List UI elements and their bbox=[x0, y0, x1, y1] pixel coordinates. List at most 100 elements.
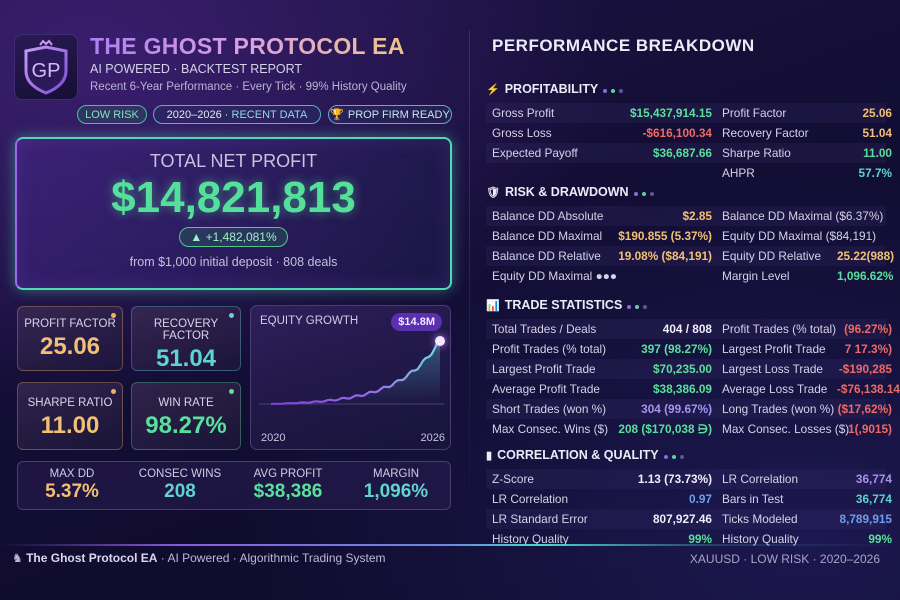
stat-label: Z-Score bbox=[492, 472, 534, 486]
stat-label: LR Standard Error bbox=[492, 512, 588, 526]
net-profit-card: TOTAL NET PROFIT $14,821,813 ▲ +1,482,08… bbox=[15, 137, 452, 290]
stat-label: Balance DD Maximal ($6.37%) bbox=[722, 209, 884, 223]
tagline: Recent 6-Year Performance · Every Tick ·… bbox=[90, 81, 407, 93]
status-dot bbox=[111, 389, 116, 394]
equity-badge: $14.8M bbox=[391, 313, 442, 331]
kpi-value: 11.00 bbox=[40, 412, 100, 439]
status-dot bbox=[111, 313, 116, 318]
stat-label: AHPR bbox=[722, 166, 755, 180]
stat-label: Expected Payoff bbox=[492, 146, 578, 160]
stats-row: LR Correlation 0.97 Bars in Test 36,774 bbox=[486, 489, 892, 509]
column-chart-icon: ▮ bbox=[486, 449, 493, 462]
subtitle: AI POWERED · BACKTEST REPORT bbox=[90, 62, 303, 76]
bar-chart-icon: 📊 bbox=[486, 299, 500, 312]
summary-value: 208 bbox=[164, 481, 196, 502]
stats-table: Balance DD Absolute $2.85 Balance DD Maxim… bbox=[486, 206, 894, 286]
section-title: PROFITABILITY bbox=[504, 82, 599, 96]
section-header: ▮ CORRELATION & QUALITY bbox=[486, 445, 886, 465]
stat-value: $70,235.00 bbox=[652, 362, 712, 376]
stats-row: Gross Loss -$616,100.34 Recovery Factor 51.… bbox=[486, 123, 892, 143]
kpi-label: RECOVERY FACTOR bbox=[153, 318, 219, 342]
stats-row: Short Trades (won %) 304 (99.67%) Long Tra… bbox=[486, 399, 892, 419]
stat-value: 304 (99.67%) bbox=[641, 402, 712, 416]
summary-value: $38,386 bbox=[253, 481, 323, 502]
stats-row: History Quality 99% History Quality 99% bbox=[486, 529, 892, 549]
stat-value: 7 17.3%) bbox=[844, 342, 892, 356]
stat-value: 36,774 bbox=[855, 472, 892, 486]
stat-value: 57.7% bbox=[858, 166, 892, 180]
decorative-dots bbox=[663, 448, 688, 462]
stat-value: 51.04 bbox=[862, 126, 892, 140]
badge-label: RECENT DATA bbox=[231, 108, 308, 121]
section-title: RISK & DRAWDOWN bbox=[504, 185, 629, 199]
kpi-value: 98.27% bbox=[145, 412, 227, 439]
stats-row: Gross Profit $15,437,914.15 Profit Factor 2… bbox=[486, 103, 892, 123]
stat-value: 11.00 bbox=[863, 146, 892, 160]
deposit-note: from $1,000 initial deposit · 808 deals bbox=[129, 255, 338, 269]
stats-row: Average Profit Trade $38,386.09 Average Lo… bbox=[486, 379, 900, 399]
footer-divider bbox=[0, 544, 900, 546]
kpi-card-sharpe-ratio: SHARPE RATIO 11.00 bbox=[17, 382, 123, 450]
kpi-label: PROFIT FACTOR bbox=[24, 318, 116, 330]
equity-growth-card: EQUITY GROWTH $14.8M 2020 2026 bbox=[250, 305, 451, 450]
stat-label: Largest Profit Trade bbox=[492, 362, 596, 376]
stat-label: Equity DD Maximal ($84,191) bbox=[722, 229, 877, 243]
badge-date-range: 2020–2026 · RECENT DATA bbox=[153, 105, 321, 124]
summary-value: 1,096% bbox=[363, 481, 429, 502]
status-dot bbox=[229, 313, 234, 318]
stat-label: History Quality bbox=[492, 532, 569, 546]
stat-value: 397 (98.27%) bbox=[641, 342, 712, 356]
section-risk-drawdown: 🛡 RISK & DRAWDOWN Balance DD Absolute $2.85… bbox=[486, 182, 894, 286]
stats-row: Balance DD Relative 19.08% ($84,191) Equit… bbox=[486, 246, 894, 266]
x-label-end: 2026 bbox=[421, 432, 445, 444]
summary-item-max-dd: MAX DD 5.37% bbox=[18, 462, 126, 509]
stat-value: 404 / 808 bbox=[662, 322, 712, 336]
section-title: CORRELATION & QUALITY bbox=[497, 448, 659, 462]
equity-label: EQUITY GROWTH bbox=[260, 315, 359, 327]
kpi-card-win-rate: WIN RATE 98.27% bbox=[131, 382, 241, 450]
arrow-up-icon: ▲ bbox=[190, 230, 206, 244]
summary-label: MARGIN bbox=[373, 468, 419, 480]
stat-value: -$190,285 bbox=[838, 362, 892, 376]
badge-low-risk: LOW RISK bbox=[77, 105, 147, 124]
stats-row: AHPR 57.7% bbox=[486, 163, 892, 183]
stat-value: 19.08% ($84,191) bbox=[618, 249, 712, 263]
stat-value: (96.27%) bbox=[844, 322, 892, 336]
stats-row: Total Trades / Deals 404 / 808 Profit Trad… bbox=[486, 319, 892, 339]
app-title: THE GHOST PROTOCOL EA bbox=[90, 33, 405, 59]
stat-label: Gross Loss bbox=[492, 126, 552, 140]
footer-brand: The Ghost Protocol EA bbox=[26, 551, 158, 565]
stats-row: LR Standard Error 807,927.46 Ticks Modeled… bbox=[486, 509, 892, 529]
stat-value: $15,437,914.15 bbox=[629, 106, 712, 120]
stat-value: 25.06 bbox=[862, 106, 892, 120]
stat-label: LR Correlation bbox=[722, 472, 799, 486]
equity-chart: 2020 2026 bbox=[259, 336, 445, 444]
stat-label: Average Loss Trade bbox=[722, 382, 828, 396]
stat-value: 0.97 bbox=[689, 492, 712, 506]
badge-prop-firm: 🏆 PROP FIRM READY bbox=[328, 105, 452, 124]
stats-table: Z-Score 1.13 (73.73%) LR Correlation 36,774… bbox=[486, 469, 892, 549]
stat-value: $38,386.09 bbox=[652, 382, 712, 396]
stats-row: Profit Trades (% total) 397 (98.27%) Large… bbox=[486, 339, 892, 359]
stat-label: Sharpe Ratio bbox=[722, 146, 791, 160]
section-header: 🛡 RISK & DRAWDOWN bbox=[486, 182, 886, 202]
summary-item-consec-wins: CONSEC WINS 208 bbox=[126, 462, 234, 509]
decorative-dots bbox=[633, 185, 658, 199]
net-profit-label: TOTAL NET PROFIT bbox=[149, 151, 318, 171]
stat-label: History Quality bbox=[722, 532, 799, 546]
equity-line bbox=[270, 340, 441, 406]
stat-label: Margin Level bbox=[722, 269, 790, 283]
stat-label: Ticks Modeled bbox=[722, 512, 798, 526]
equity-area bbox=[271, 341, 440, 404]
stat-label: Short Trades (won %) bbox=[492, 402, 607, 416]
section-correlation-quality: ▮ CORRELATION & QUALITY Z-Score 1.13 (73.73… bbox=[486, 445, 892, 549]
stat-label: LR Correlation bbox=[492, 492, 569, 506]
ghost-icon: ♞ bbox=[12, 551, 27, 565]
equity-endpoint bbox=[435, 336, 445, 346]
kpi-card-recovery-factor: RECOVERY FACTOR 51.04 bbox=[131, 306, 241, 372]
kpi-card-profit-factor: PROFIT FACTOR 25.06 bbox=[17, 306, 123, 371]
decorative-dots bbox=[603, 82, 627, 96]
stat-label: Average Profit Trade bbox=[492, 382, 600, 396]
stat-label: Balance DD Maximal bbox=[492, 229, 603, 243]
trophy-icon: 🏆 bbox=[330, 109, 344, 121]
